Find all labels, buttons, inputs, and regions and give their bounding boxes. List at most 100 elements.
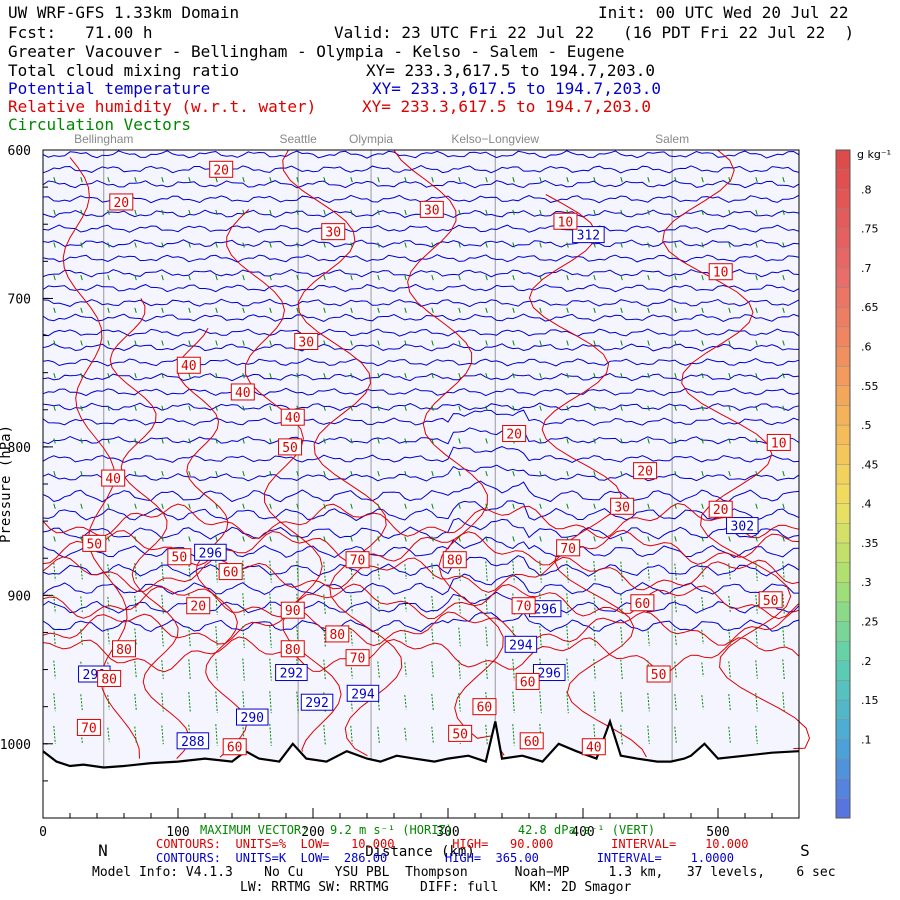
y-tick-label-0: 600 xyxy=(8,144,31,159)
theta-label-8: 292 xyxy=(300,693,334,711)
vector-339 xyxy=(539,691,542,714)
vector-228 xyxy=(377,596,380,613)
vector-161 xyxy=(269,723,272,746)
below-ground-area xyxy=(43,721,799,818)
vector-188 xyxy=(323,470,326,477)
vector-240 xyxy=(404,405,407,411)
vector-343 xyxy=(566,242,569,248)
vector-249 xyxy=(404,695,407,710)
vector-54 xyxy=(134,177,137,183)
vector-263 xyxy=(431,563,434,581)
terrain-profile xyxy=(42,718,800,769)
vector-223 xyxy=(377,438,380,444)
svg-text:70: 70 xyxy=(516,600,532,615)
vector-430 xyxy=(701,177,704,183)
vector-130 xyxy=(242,307,245,313)
vector-398 xyxy=(647,307,650,313)
vector-478 xyxy=(755,594,758,614)
vector-261 xyxy=(431,503,434,509)
vector-129 xyxy=(242,275,245,281)
vector-369 xyxy=(593,536,596,542)
vector-147 xyxy=(269,275,272,281)
vector-132 xyxy=(242,372,245,379)
svg-text:60: 60 xyxy=(227,741,243,756)
rh-label-5: 10 xyxy=(708,263,733,281)
vector-99 xyxy=(188,470,191,477)
field-3-xy: XY= 233.3,617.5 to 194.7,203.0 xyxy=(362,97,651,116)
x-tick-label-3: 300 xyxy=(436,825,459,840)
vector-201 xyxy=(350,307,353,313)
vector-113 xyxy=(215,340,218,346)
x-tick-label-1: 100 xyxy=(166,825,189,840)
theta-contour-17 xyxy=(42,402,800,412)
vector-233 xyxy=(404,177,407,183)
vector-note: MAXIMUM VECTOR: 9.2 m s⁻¹ (HORIZ) 42.8 d… xyxy=(200,823,656,837)
vector-187 xyxy=(323,438,326,444)
vector-486 xyxy=(782,275,785,281)
vector-219 xyxy=(377,307,380,313)
vector-257 xyxy=(431,372,434,379)
svg-text:80: 80 xyxy=(447,554,463,569)
vector-230 xyxy=(377,661,380,678)
physics-info: LW: RRTMG SW: RRTMG DIFF: full KM: 2D Sm… xyxy=(240,880,632,895)
vector-198 xyxy=(350,209,353,215)
vector-494 xyxy=(782,536,785,542)
colorbar-bin-13 xyxy=(835,542,851,563)
vector-444 xyxy=(701,629,704,645)
vector-273 xyxy=(458,307,461,313)
vector-289 xyxy=(485,242,488,248)
vector-13 xyxy=(53,595,56,614)
plot-background xyxy=(43,150,799,818)
vector-337 xyxy=(539,625,542,648)
rh-contour-info: CONTOURS: UNITS=% LOW= 10.000 HIGH= 90.0… xyxy=(156,837,749,851)
vector-210 xyxy=(350,595,353,614)
vector-329 xyxy=(539,372,542,379)
vector-101 xyxy=(188,536,191,542)
vector-262 xyxy=(431,536,434,542)
vector-440 xyxy=(701,503,704,509)
vector-42 xyxy=(107,372,110,379)
colorbar-bin-15 xyxy=(835,503,851,524)
vector-471 xyxy=(755,372,758,379)
vector-20 xyxy=(80,242,83,248)
rh-label-14: 20 xyxy=(633,462,658,480)
vector-183 xyxy=(323,307,326,313)
vector-242 xyxy=(404,470,407,477)
vector-95 xyxy=(188,340,191,346)
vector-156 xyxy=(269,560,272,583)
svg-text:50: 50 xyxy=(651,668,667,683)
vector-312 xyxy=(512,405,515,411)
vector-135 xyxy=(242,470,245,477)
colorbar-label-1: .75 xyxy=(861,223,879,236)
svg-text:294: 294 xyxy=(351,687,375,702)
vector-178 xyxy=(296,691,299,713)
theta-label-4: 294 xyxy=(504,635,538,653)
svg-text:30: 30 xyxy=(325,226,341,241)
rh-contour-6 xyxy=(528,194,647,758)
vector-213 xyxy=(350,693,353,712)
vector-71 xyxy=(134,726,137,744)
theta-contour-24 xyxy=(42,517,800,540)
rh-label-36: 70 xyxy=(76,718,101,736)
colorbar-bin-29 xyxy=(835,228,851,249)
vector-428 xyxy=(674,694,677,711)
vector-396 xyxy=(647,242,650,248)
vector-468 xyxy=(755,275,758,281)
y-tick-label-1: 700 xyxy=(8,292,31,307)
vector-421 xyxy=(674,470,677,477)
svg-text:60: 60 xyxy=(477,701,493,716)
vector-417 xyxy=(674,340,677,346)
vector-205 xyxy=(350,438,353,444)
rh-label-11: 20 xyxy=(502,425,527,443)
vector-445 xyxy=(701,662,704,677)
vector-234 xyxy=(404,209,407,215)
vector-173 xyxy=(296,536,299,542)
vector-253 xyxy=(431,242,434,248)
vector-58 xyxy=(134,307,137,313)
vector-414 xyxy=(674,242,677,248)
vector-22 xyxy=(80,307,83,313)
svg-text:20: 20 xyxy=(506,428,522,443)
vector-59 xyxy=(134,340,137,346)
vector-141 xyxy=(242,658,245,681)
vector-146 xyxy=(269,242,272,248)
